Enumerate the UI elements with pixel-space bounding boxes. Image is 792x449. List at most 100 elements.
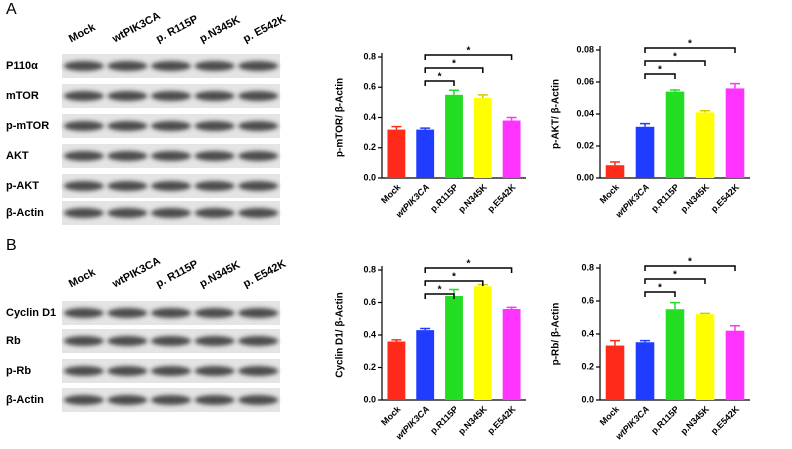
- significance-label: *: [466, 46, 470, 57]
- blot-band: [150, 151, 192, 161]
- blot-band: [107, 61, 148, 71]
- y-tick-label: 0.04: [576, 108, 594, 118]
- blot-band: [63, 181, 104, 191]
- blot-band: [238, 366, 279, 376]
- bar: [473, 286, 492, 400]
- bar: [473, 97, 492, 178]
- significance-bracket: [424, 80, 455, 86]
- lane-label: Mock: [67, 21, 98, 45]
- lane-label: Mock: [67, 266, 98, 290]
- blot-band: [107, 151, 148, 161]
- blot-band: [194, 61, 235, 71]
- blot-band: [150, 181, 192, 191]
- y-tick-label: 0.2: [363, 142, 376, 152]
- error-bar: [391, 339, 402, 342]
- blot-band: [150, 366, 192, 376]
- significance-bracket: [424, 54, 513, 60]
- significance-label: *: [673, 52, 677, 63]
- blot-band: [63, 308, 104, 318]
- blot-band: [107, 181, 148, 191]
- x-tick-label: p.E542K: [709, 182, 742, 215]
- bar: [387, 129, 406, 178]
- blot-band: [238, 336, 279, 346]
- y-tick-label: 0.6: [363, 82, 376, 92]
- x-tick-label: p.R115P: [649, 404, 681, 436]
- error-bar: [391, 125, 402, 130]
- blot-band: [107, 91, 148, 101]
- blot-band: [150, 91, 192, 101]
- x-tick-label: p.R115P: [649, 182, 681, 214]
- error-bar: [610, 161, 620, 166]
- x-tick-label: Mock: [598, 403, 622, 427]
- bar: [416, 330, 435, 400]
- blot-band: [150, 61, 192, 71]
- lane-label: p.N345K: [198, 259, 243, 290]
- x-tick-label: p.E542K: [709, 404, 742, 437]
- significance-label: *: [452, 272, 456, 283]
- panel-label: A: [6, 1, 17, 18]
- row-label: p-mTOR: [6, 120, 49, 132]
- blot-band: [194, 181, 235, 191]
- error-bar: [670, 301, 680, 310]
- blot-band: [238, 308, 279, 318]
- x-tick-label: Mock: [598, 181, 622, 205]
- error-bar: [449, 89, 459, 95]
- y-tick-label: 0.06: [576, 76, 594, 86]
- blot-band: [63, 395, 104, 405]
- y-tick-label: 0.4: [363, 112, 376, 122]
- blot-band: [107, 208, 148, 218]
- error-bar: [506, 116, 517, 121]
- error-bar: [640, 122, 650, 127]
- y-axis-label: Cyclin D1/ β-Actin: [335, 292, 346, 378]
- x-tick-label: p.N345K: [679, 182, 712, 215]
- row-label: p-AKT: [6, 180, 39, 192]
- blot-band: [63, 208, 104, 218]
- y-tick-label: 0.0: [363, 172, 376, 182]
- error-bar: [420, 327, 431, 331]
- error-bar: [506, 306, 517, 309]
- bar: [416, 129, 435, 178]
- bar: [387, 341, 406, 400]
- error-bar: [670, 89, 680, 92]
- bar: [725, 330, 745, 400]
- blot-band: [238, 61, 279, 71]
- y-axis-label: p-AKT/ β-Actin: [551, 79, 562, 149]
- blot-band: [194, 91, 235, 101]
- blot-band: [238, 181, 279, 191]
- bar: [445, 296, 463, 400]
- blot-band: [150, 208, 192, 218]
- significance-bracket: [424, 267, 513, 273]
- error-bar: [420, 127, 431, 130]
- y-tick-label: 0.8: [363, 264, 376, 274]
- lane-label: p. E542K: [241, 13, 288, 45]
- bar: [502, 120, 521, 178]
- blot-band: [150, 308, 192, 318]
- x-tick-label: Mock: [379, 403, 403, 427]
- significance-bracket: [644, 73, 676, 79]
- blot-band: [107, 366, 148, 376]
- significance-label: *: [688, 257, 692, 268]
- significance-bracket: [644, 265, 736, 271]
- blot-band: [238, 151, 279, 161]
- significance-bracket: [644, 291, 676, 297]
- panel-label: B: [6, 237, 17, 254]
- blot-band: [194, 336, 235, 346]
- x-tick-label: p.E542K: [485, 404, 518, 437]
- y-tick-label: 0.02: [576, 140, 594, 150]
- bar: [445, 94, 463, 178]
- significance-bracket: [644, 278, 706, 284]
- bar: [725, 88, 745, 178]
- y-tick-label: 0.4: [363, 329, 376, 339]
- blot-band: [63, 151, 104, 161]
- y-tick-label: 0.4: [581, 328, 594, 338]
- error-bar: [700, 312, 710, 315]
- lane-label: wtPIK3CA: [110, 255, 163, 291]
- error-bar: [610, 339, 620, 346]
- y-tick-label: 0.08: [576, 44, 594, 54]
- y-tick-label: 0.0: [581, 394, 594, 404]
- error-bar: [700, 110, 710, 113]
- x-tick-label: p.N345K: [679, 404, 712, 437]
- row-label: β-Actin: [6, 394, 44, 406]
- bar: [695, 112, 715, 178]
- blot-band: [107, 336, 148, 346]
